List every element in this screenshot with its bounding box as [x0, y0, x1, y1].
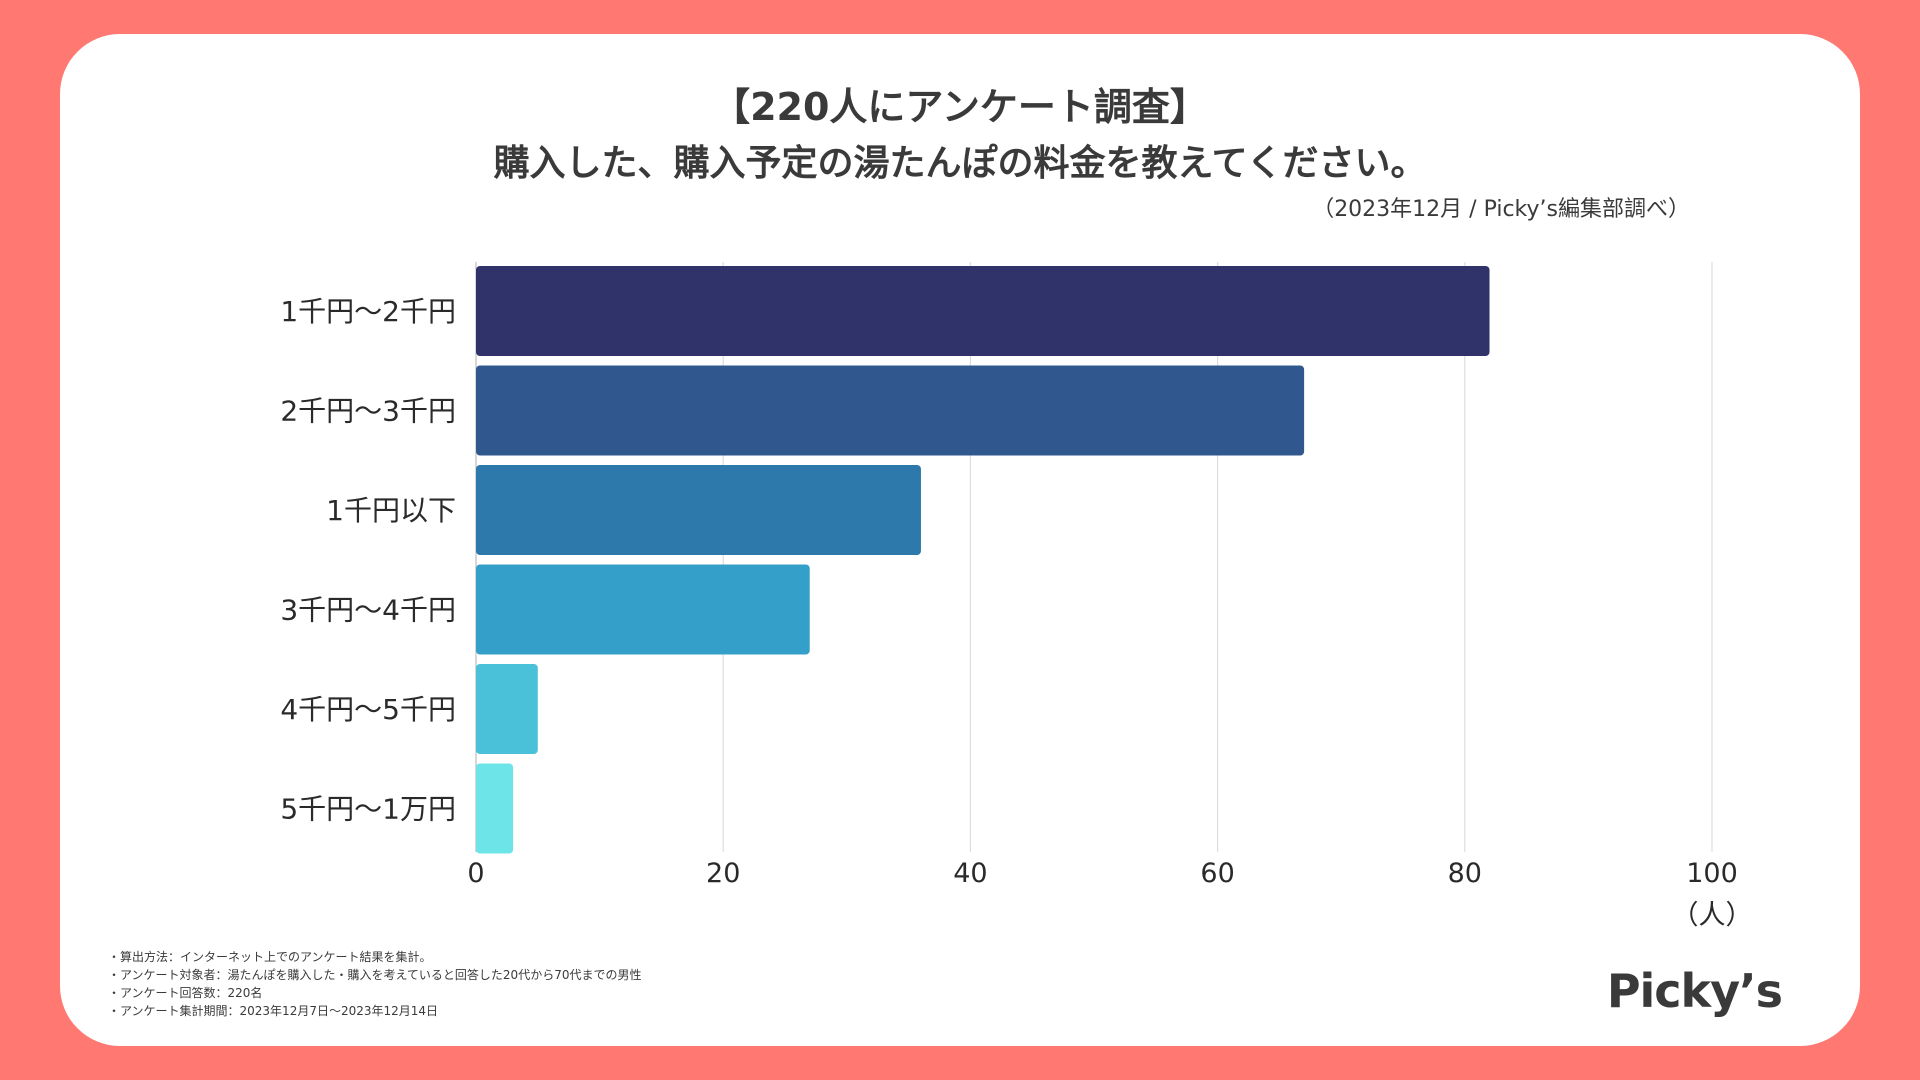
footnote-target: ・アンケート対象者：湯たんぽを購入した・購入を考えていると回答した20代から70…	[108, 968, 642, 982]
grid-lines	[475, 262, 1713, 852]
bar-3	[476, 465, 921, 555]
bars	[476, 266, 1490, 854]
category-label-5: 4千円～5千円	[280, 693, 456, 726]
category-label-3: 1千円以下	[326, 494, 456, 527]
x-tick-label-60: 60	[1200, 858, 1234, 889]
chart-card: 【220人にアンケート調査】 購入した、購入予定の湯たんぽの料金を教えてください…	[60, 34, 1860, 1046]
category-label-4: 3千円～4千円	[280, 594, 456, 627]
footnote-method: ・算出方法：インターネット上でのアンケート結果を集計。	[108, 950, 432, 964]
x-tick-label-100: 100	[1686, 858, 1738, 889]
footnote-count: ・アンケート回答数：220名	[108, 986, 263, 1000]
bar-4	[476, 564, 810, 655]
category-label-1: 1千円～2千円	[280, 295, 456, 328]
x-tick-label-0: 0	[467, 858, 484, 889]
category-label-6: 5千円～1万円	[280, 793, 456, 826]
source-note: （2023年12月 / Picky’s編集部調べ）	[1312, 197, 1690, 222]
x-axis-ticks: 0 20 40 60 80 100 （人）	[467, 858, 1752, 931]
chart-title-line1: 【220人にアンケート調査】	[712, 85, 1208, 129]
bar-5	[476, 664, 538, 754]
pickys-logo: Picky’s	[1606, 964, 1783, 1018]
chart-title-line2: 購入した、購入予定の湯たんぽの料金を教えてください。	[493, 143, 1427, 184]
category-label-2: 2千円～3千円	[280, 395, 456, 428]
category-labels: 1千円～2千円 2千円～3千円 1千円以下 3千円～4千円 4千円～5千円 5千円～1万円	[280, 295, 456, 826]
bar-6	[476, 763, 514, 854]
footnote-period: ・アンケート集計期間：2023年12月7日～2023年12月14日	[108, 1004, 439, 1018]
bar-1	[476, 266, 1490, 356]
footnotes: ・算出方法：インターネット上でのアンケート結果を集計。 ・アンケート対象者：湯た…	[108, 948, 641, 1020]
bar-2	[476, 365, 1305, 456]
x-tick-label-20: 20	[706, 858, 740, 889]
x-tick-label-80: 80	[1448, 858, 1482, 889]
x-axis-unit-label: （人）	[1672, 900, 1753, 931]
x-tick-label-40: 40	[953, 858, 987, 889]
bar-chart: 1千円～2千円 2千円～3千円 1千円以下 3千円～4千円 4千円～5千円 5千円～1万円…	[280, 262, 1753, 931]
